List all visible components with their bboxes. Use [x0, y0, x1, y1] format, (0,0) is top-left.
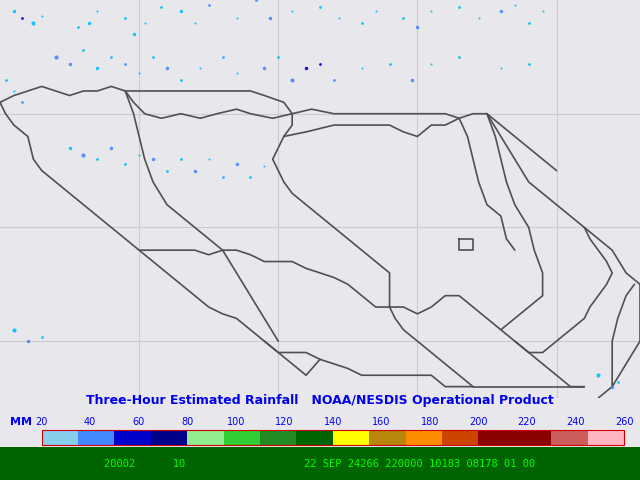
Text: 140: 140: [324, 417, 342, 427]
Text: 160: 160: [372, 417, 390, 427]
Text: 60: 60: [132, 417, 145, 427]
Text: 40: 40: [84, 417, 96, 427]
Text: 180: 180: [420, 417, 439, 427]
Text: 220: 220: [518, 417, 536, 427]
Text: 20: 20: [35, 417, 48, 427]
Text: 20002      10                   22 SEP 24266 220000 10183 08178 01 00: 20002 10 22 SEP 24266 220000 10183 08178…: [104, 459, 536, 469]
Text: MM: MM: [10, 417, 31, 427]
Text: 100: 100: [227, 417, 245, 427]
Text: 120: 120: [275, 417, 294, 427]
Text: 200: 200: [469, 417, 488, 427]
Text: 80: 80: [181, 417, 193, 427]
Text: 260: 260: [615, 417, 633, 427]
Text: Three-Hour Estimated Rainfall   NOAA/NESDIS Operational Product: Three-Hour Estimated Rainfall NOAA/NESDI…: [86, 394, 554, 407]
Text: 240: 240: [566, 417, 585, 427]
